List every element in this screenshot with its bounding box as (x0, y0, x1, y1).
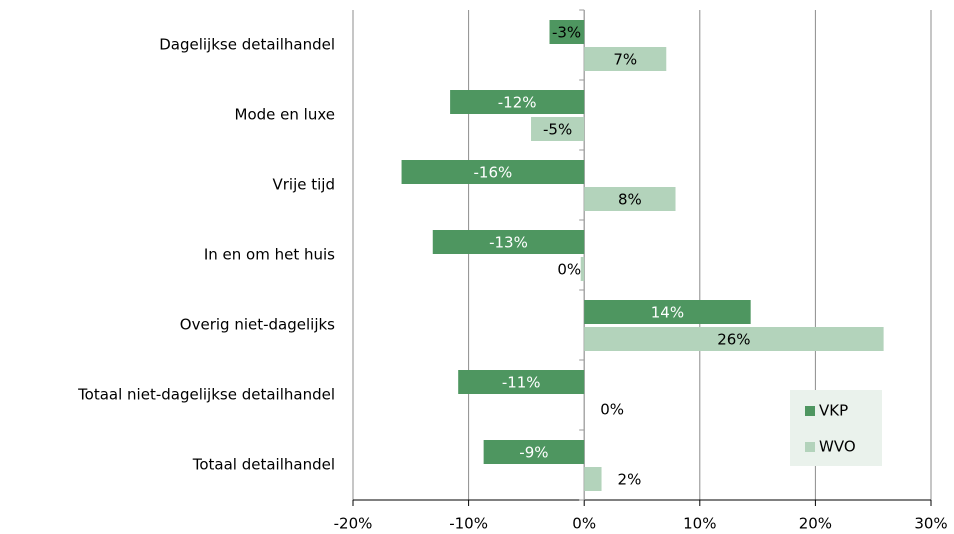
x-tick-label: 20% (799, 515, 832, 533)
data-label: -13% (489, 234, 528, 252)
data-label: 0% (557, 261, 581, 279)
data-label: -16% (473, 164, 512, 182)
x-tick-label: 0% (572, 515, 596, 533)
bar (432, 230, 585, 254)
data-label: 26% (717, 331, 750, 349)
bar (483, 440, 585, 464)
data-label: 2% (618, 471, 642, 489)
x-tick-label: -10% (449, 515, 488, 533)
legend-label: WVO (819, 438, 856, 456)
legend-label: VKP (819, 402, 848, 420)
data-label: -5% (543, 121, 572, 139)
x-tick-label: 10% (683, 515, 716, 533)
bar (531, 117, 585, 141)
y-tick-label: Totaal detailhandel (192, 456, 335, 474)
bar (580, 257, 585, 281)
bar (584, 467, 602, 491)
data-label: -11% (502, 374, 541, 392)
data-label: -9% (519, 444, 548, 462)
bar (584, 300, 751, 324)
bar (458, 370, 585, 394)
y-tick-label: Totaal niet-dagelijkse detailhandel (77, 386, 335, 404)
data-label: 7% (613, 51, 637, 69)
bar (401, 160, 585, 184)
bar (584, 47, 667, 71)
data-label: -3% (552, 24, 581, 42)
legend-swatch (805, 406, 815, 416)
y-tick-label: Vrije tijd (273, 176, 336, 194)
data-label: 8% (618, 191, 642, 209)
bar (549, 20, 585, 44)
y-tick-label: Dagelijkse detailhandel (159, 36, 335, 54)
y-tick-label: Mode en luxe (235, 106, 335, 124)
bar (584, 187, 676, 211)
data-label: 0% (600, 401, 624, 419)
data-label: 14% (651, 304, 684, 322)
bar (584, 327, 884, 351)
y-tick-label: Overig niet-dagelijks (180, 316, 335, 334)
legend-swatch (805, 442, 815, 452)
bar (450, 90, 585, 114)
data-label: -12% (498, 94, 537, 112)
legend-box (790, 390, 882, 466)
x-tick-label: 30% (914, 515, 947, 533)
x-tick-label: -20% (334, 515, 373, 533)
y-tick-label: In en om het huis (204, 246, 335, 264)
